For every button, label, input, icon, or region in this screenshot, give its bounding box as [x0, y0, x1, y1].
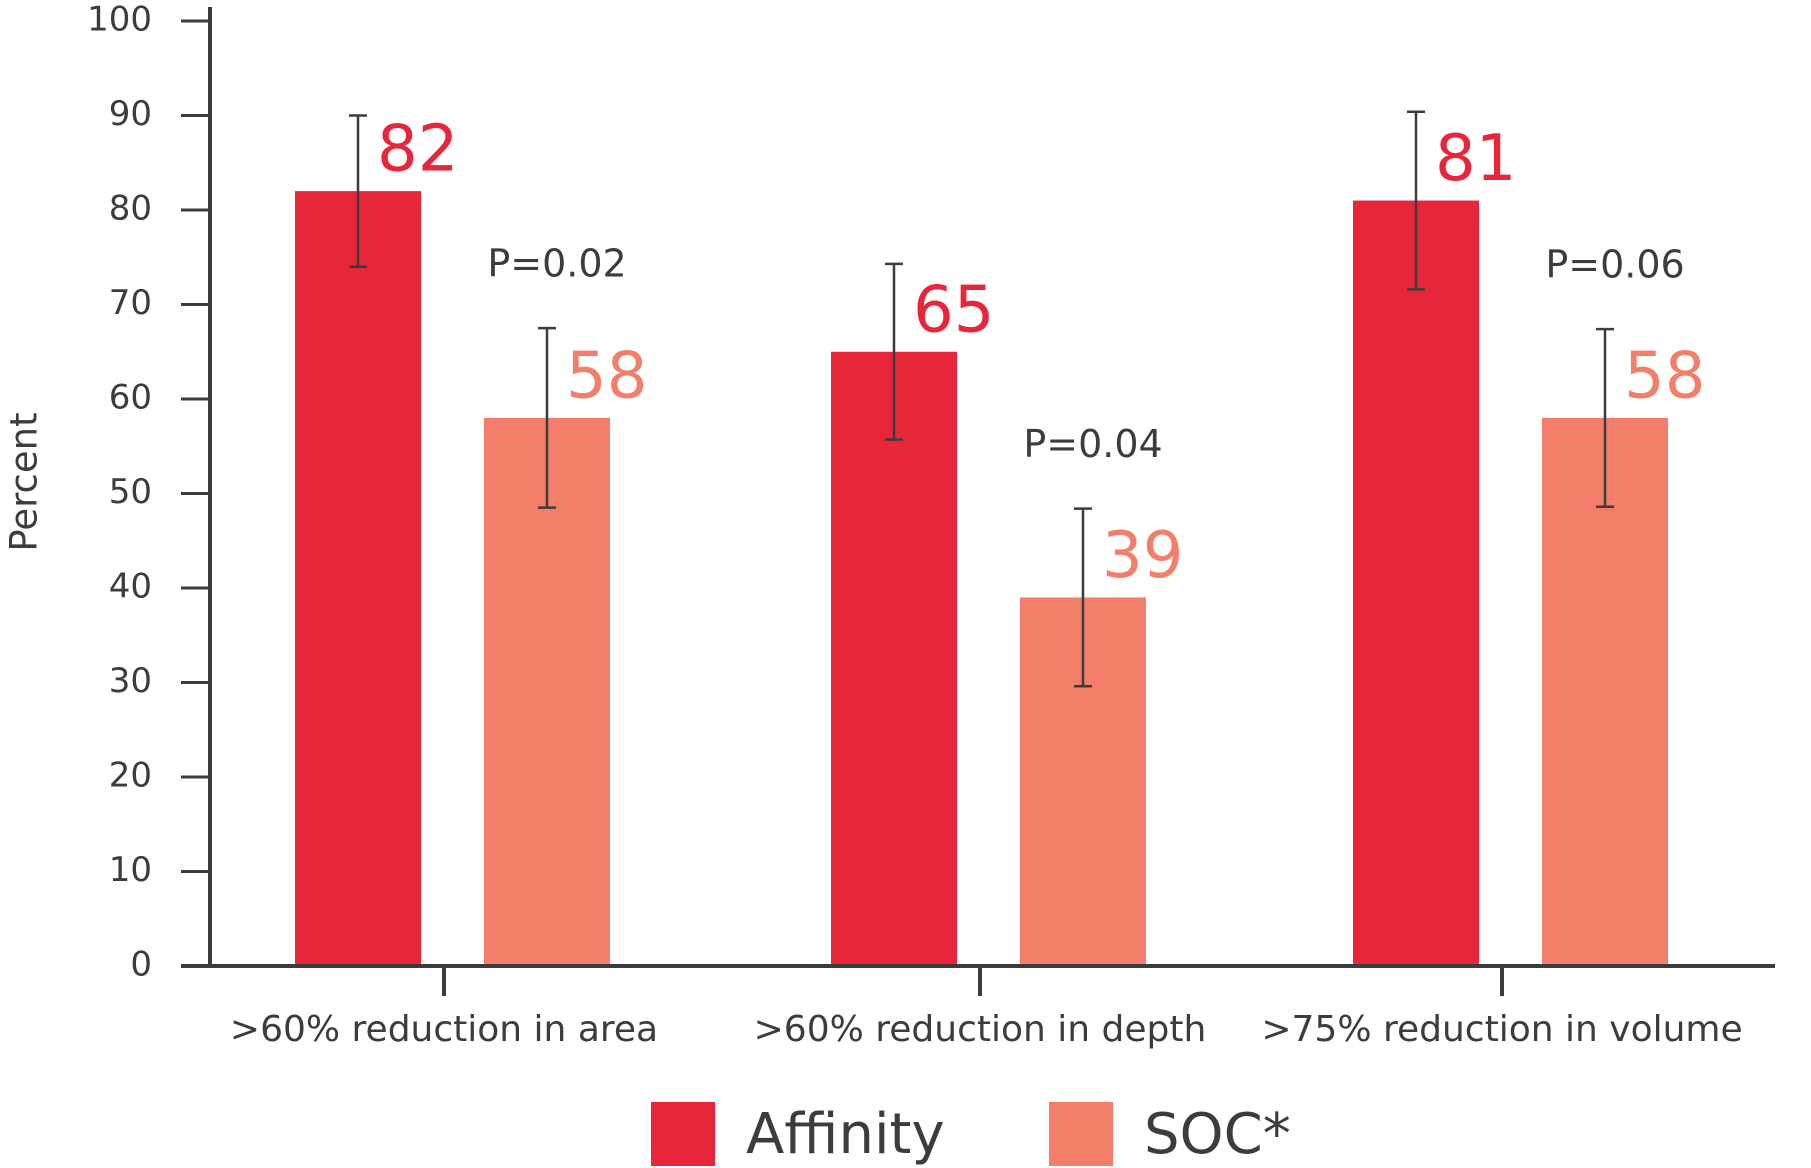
legend-label: SOC*: [1144, 1102, 1291, 1167]
x-tick-label: >60% reduction in depth: [754, 1009, 1207, 1050]
y-tick-label: 70: [109, 283, 152, 323]
legend-label: Affinity: [746, 1102, 945, 1167]
value-label: 82: [377, 113, 458, 187]
value-label: 65: [913, 273, 994, 347]
legend-swatch: [1049, 1102, 1113, 1166]
y-tick-label: 90: [109, 94, 152, 134]
bar: [295, 191, 421, 967]
value-label: 58: [566, 339, 647, 413]
p-value: P=0.02: [487, 242, 626, 286]
y-tick-label: 40: [109, 567, 152, 607]
y-tick-label: 0: [130, 945, 152, 985]
x-tick-label: >60% reduction in area: [230, 1009, 658, 1050]
y-tick-label: 50: [109, 472, 152, 512]
value-label: 39: [1102, 519, 1183, 593]
bar: [1542, 417, 1668, 966]
x-tick-label: >75% reduction in volume: [1261, 1009, 1742, 1050]
bar: [831, 351, 957, 966]
y-tick-label: 100: [87, 0, 152, 40]
y-axis-label: Percent: [3, 412, 46, 551]
y-tick-label: 20: [109, 756, 152, 796]
y-tick-label: 60: [109, 378, 152, 418]
value-label: 81: [1435, 122, 1516, 196]
y-tick-label: 10: [109, 850, 152, 890]
y-tick-label: 30: [109, 661, 152, 701]
legend-swatch: [651, 1102, 715, 1166]
p-value: P=0.06: [1545, 243, 1684, 287]
bar: [484, 417, 610, 966]
y-tick-label: 80: [109, 189, 152, 229]
p-value: P=0.04: [1023, 422, 1162, 466]
value-label: 58: [1624, 339, 1705, 413]
bar: [1353, 200, 1479, 967]
